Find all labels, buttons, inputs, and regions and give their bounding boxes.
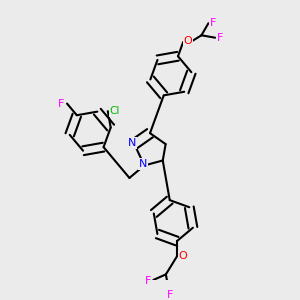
- Text: F: F: [145, 276, 151, 286]
- Text: F: F: [58, 99, 64, 109]
- Text: O: O: [184, 35, 193, 46]
- Text: F: F: [167, 290, 173, 300]
- Text: Cl: Cl: [110, 106, 120, 116]
- Text: N: N: [128, 138, 136, 148]
- Text: N: N: [139, 159, 147, 169]
- Text: F: F: [217, 33, 223, 43]
- Text: F: F: [210, 18, 217, 28]
- Text: O: O: [179, 250, 188, 260]
